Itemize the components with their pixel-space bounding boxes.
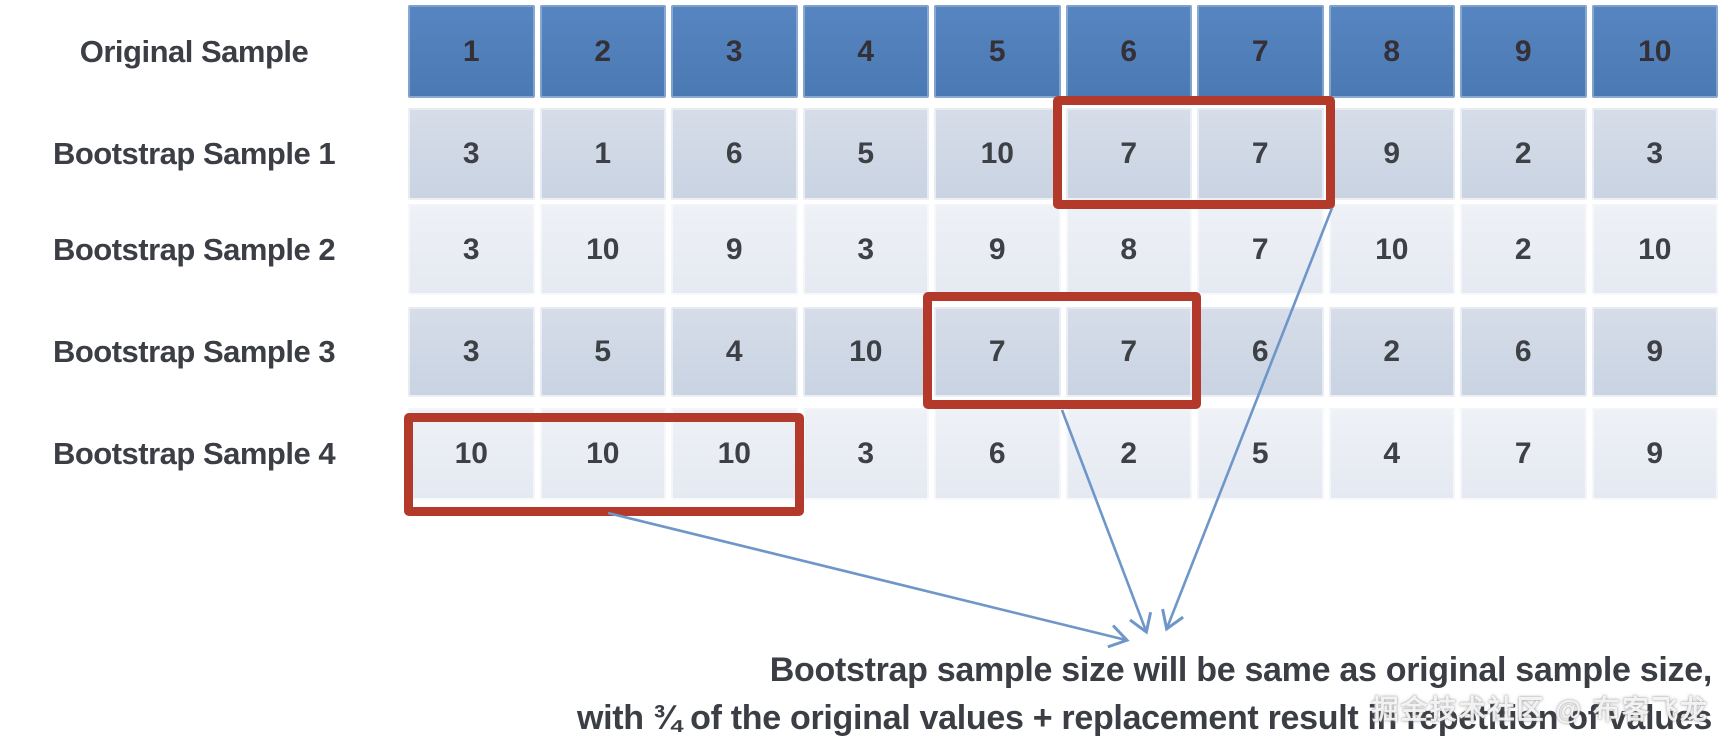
table-cell: 6 — [1197, 307, 1324, 397]
table-cell: 7 — [1460, 408, 1587, 500]
row-label-bootstrap-sample-3: Bootstrap Sample 3 — [52, 334, 336, 369]
table-cell: 3 — [802, 408, 929, 500]
annotation-line-2: with ¾ of the original values + replacem… — [576, 699, 1712, 737]
table-cell: 3 — [408, 108, 535, 200]
header-cell: 6 — [1065, 5, 1192, 98]
table-cell: 3 — [408, 204, 535, 295]
table-row-bootstrap-sample-2: 3 10 9 3 9 8 7 10 2 10 — [408, 204, 1718, 295]
table-cell: 3 — [1591, 108, 1718, 200]
table-cell: 4 — [671, 307, 798, 397]
header-cell: 5 — [934, 5, 1061, 98]
table-cell: 3 — [802, 204, 929, 295]
table-cell: 7 — [1065, 108, 1192, 200]
annotation-text: Bootstrap sample size will be same as or… — [577, 646, 1712, 742]
row-label-bootstrap-sample-1: Bootstrap Sample 1 — [52, 136, 336, 171]
header-cell: 7 — [1197, 5, 1324, 98]
table-cell: 2 — [1460, 204, 1587, 295]
header-cell: 9 — [1460, 5, 1587, 98]
table-cell: 8 — [1065, 204, 1192, 295]
table-cell: 10 — [802, 307, 929, 397]
table-cell: 9 — [671, 204, 798, 295]
table-cell: 3 — [408, 307, 535, 397]
table-cell: 6 — [1460, 307, 1587, 397]
row-label-original-sample: Original Sample — [79, 33, 309, 69]
highlight-box-sample4-repeated-10s — [404, 413, 804, 516]
table-cell: 2 — [1460, 108, 1587, 200]
table-row-bootstrap-sample-1: 3 1 6 5 10 7 7 9 2 3 — [408, 108, 1718, 200]
table-cell: 6 — [671, 108, 798, 200]
table-cell: 5 — [1197, 408, 1324, 500]
table-cell: 7 — [1197, 108, 1324, 200]
table-cell: 7 — [934, 307, 1061, 397]
watermark: 掘金技术社区 @ 布客飞龙 — [1371, 695, 1709, 725]
table-row-original-sample: 1 2 3 4 5 6 7 8 9 10 — [408, 5, 1718, 98]
table-cell: 10 — [539, 204, 666, 295]
table-cell: 2 — [1065, 408, 1192, 500]
table-cell: 1 — [539, 108, 666, 200]
header-cell: 1 — [408, 5, 535, 98]
table-cell: 10 — [934, 108, 1061, 200]
table-cell: 5 — [802, 108, 929, 200]
table-cell: 6 — [934, 408, 1061, 500]
arrow-from-sample4-highlight — [607, 511, 1130, 649]
table-cell: 10 — [1328, 204, 1455, 295]
header-cell: 8 — [1328, 5, 1455, 98]
header-cell: 3 — [671, 5, 798, 98]
table-cell: 10 — [1591, 204, 1718, 295]
row-label-bootstrap-sample-2: Bootstrap Sample 2 — [52, 231, 336, 267]
table-cell: 7 — [1197, 204, 1324, 295]
header-cell: 2 — [539, 5, 666, 98]
table-cell: 9 — [1591, 408, 1718, 500]
highlight-box-sample1-repeated-7s — [1053, 96, 1335, 209]
header-cell: 4 — [802, 5, 929, 98]
table-cell: 10 — [408, 408, 535, 500]
table-cell: 5 — [539, 307, 666, 397]
table-row-bootstrap-sample-4: 10 10 10 3 6 2 5 4 7 9 — [408, 408, 1718, 500]
table-cell: 2 — [1328, 307, 1455, 397]
table-cell: 9 — [1328, 108, 1455, 200]
table-cell: 9 — [1591, 307, 1718, 397]
highlight-box-sample3-repeated-7s — [923, 292, 1201, 409]
table-cell: 10 — [539, 408, 666, 500]
table-cell: 4 — [1328, 408, 1455, 500]
header-cell: 10 — [1591, 5, 1718, 98]
row-label-bootstrap-sample-4: Bootstrap Sample 4 — [52, 436, 336, 471]
annotation-line-1: Bootstrap sample size will be same as or… — [769, 651, 1713, 689]
table-cell: 9 — [934, 204, 1061, 295]
